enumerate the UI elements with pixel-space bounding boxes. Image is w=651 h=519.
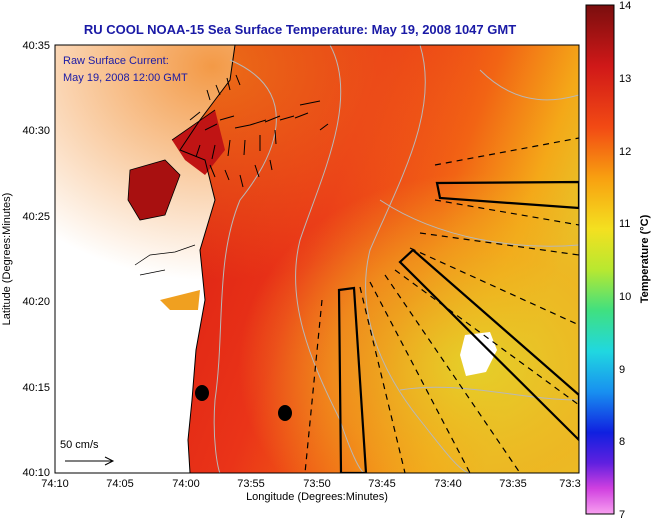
scale-label: 50 cm/s xyxy=(60,439,99,451)
x-tick-label: 73:50 xyxy=(303,478,331,490)
current-label-1: Raw Surface Current: xyxy=(63,55,169,67)
current-vectors xyxy=(189,74,329,188)
colorbar-tick: 8 xyxy=(619,436,625,448)
x-tick-label: 74:10 xyxy=(41,478,69,490)
station-dot xyxy=(278,405,292,421)
y-axis-label: Latitude (Degrees:Minutes) xyxy=(1,193,13,326)
colorbar-gradient xyxy=(585,4,615,515)
map-area xyxy=(55,45,579,473)
x-axis: 74:10 74:05 74:00 73:55 73:50 73:45 73:4… xyxy=(41,478,580,490)
y-tick-label: 40:20 xyxy=(22,296,50,308)
plot-frame xyxy=(54,44,580,474)
x-tick-label: 73:40 xyxy=(434,478,462,490)
coastline xyxy=(179,45,236,473)
colorbar-tick: 9 xyxy=(619,364,625,376)
chart-title: RU COOL NOAA-15 Sea Surface Temperature:… xyxy=(83,22,517,37)
current-label-2: May 19, 2008 12:00 GMT xyxy=(63,72,188,84)
study-boxes xyxy=(337,180,579,473)
y-tick-label: 40:15 xyxy=(22,382,50,394)
y-tick-label: 40:35 xyxy=(22,40,50,52)
x-tick-label: 73:3 xyxy=(559,478,580,490)
colorbar-tick: 12 xyxy=(619,146,631,158)
x-tick-label: 74:05 xyxy=(106,478,134,490)
colorbar: 14 13 12 11 10 9 8 7 Temperature (°C) xyxy=(585,0,651,519)
transect-lines xyxy=(304,137,579,473)
y-axis: 40:35 40:30 40:25 40:20 40:15 40:10 xyxy=(22,40,50,479)
station-dot xyxy=(195,385,209,401)
scale-arrow xyxy=(65,456,115,466)
x-tick-label: 73:35 xyxy=(499,478,527,490)
y-tick-label: 40:10 xyxy=(22,467,50,479)
colorbar-label: Temperature (°C) xyxy=(639,214,651,303)
colorbar-tick: 13 xyxy=(619,73,631,85)
colorbar-tick: 11 xyxy=(619,218,630,230)
colorbar-tick: 14 xyxy=(619,0,631,12)
x-tick-label: 74:00 xyxy=(172,478,200,490)
x-axis-label: Longitude (Degrees:Minutes) xyxy=(246,491,388,503)
y-tick-label: 40:30 xyxy=(22,125,50,137)
bathymetry-contours xyxy=(213,45,579,473)
colorbar-tick: 7 xyxy=(619,509,625,519)
x-tick-label: 73:45 xyxy=(368,478,396,490)
x-tick-label: 73:55 xyxy=(237,478,265,490)
colorbar-tick: 10 xyxy=(619,291,631,303)
y-tick-label: 40:25 xyxy=(22,211,50,223)
cloud-mask xyxy=(460,332,497,376)
